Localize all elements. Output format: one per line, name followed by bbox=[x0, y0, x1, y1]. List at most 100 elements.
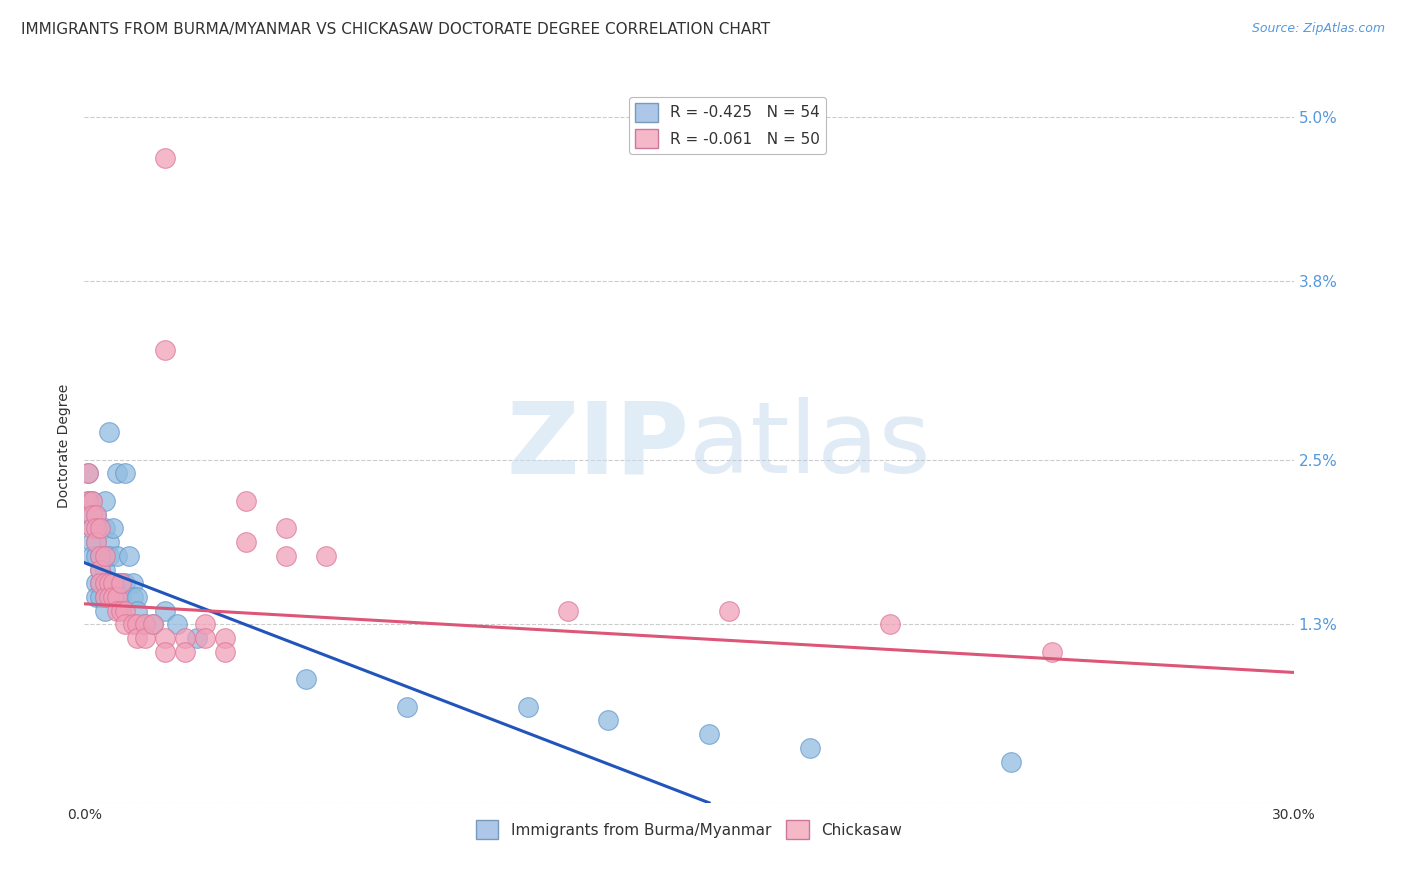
Point bbox=[93, 521, 115, 535]
Point bbox=[97, 425, 120, 440]
Point bbox=[121, 576, 143, 591]
Point bbox=[77, 467, 100, 481]
Text: atlas: atlas bbox=[689, 398, 931, 494]
Point bbox=[97, 590, 120, 604]
Point bbox=[274, 549, 297, 563]
Point bbox=[93, 590, 115, 604]
Point bbox=[125, 631, 148, 645]
Point bbox=[114, 604, 136, 618]
Point bbox=[77, 494, 100, 508]
Point bbox=[194, 631, 217, 645]
Point bbox=[101, 576, 124, 591]
Point bbox=[82, 508, 104, 522]
Point bbox=[101, 590, 124, 604]
Point bbox=[89, 562, 111, 576]
Point bbox=[86, 508, 108, 522]
Point bbox=[82, 549, 104, 563]
Point bbox=[105, 549, 128, 563]
Point bbox=[93, 562, 115, 576]
Point bbox=[121, 617, 143, 632]
Point bbox=[166, 617, 188, 632]
Point bbox=[89, 576, 111, 591]
Point bbox=[110, 576, 132, 591]
Point bbox=[114, 467, 136, 481]
Point bbox=[105, 590, 128, 604]
Text: ZIP: ZIP bbox=[506, 398, 689, 494]
Point bbox=[557, 604, 579, 618]
Point bbox=[274, 521, 297, 535]
Point bbox=[97, 549, 120, 563]
Point bbox=[134, 631, 156, 645]
Point bbox=[125, 617, 148, 632]
Point bbox=[235, 535, 257, 549]
Point bbox=[110, 604, 132, 618]
Point bbox=[697, 727, 720, 741]
Point bbox=[82, 535, 104, 549]
Point bbox=[93, 549, 115, 563]
Point bbox=[598, 714, 620, 728]
Point bbox=[110, 590, 132, 604]
Point bbox=[89, 562, 111, 576]
Point bbox=[77, 467, 100, 481]
Point bbox=[89, 521, 111, 535]
Point bbox=[235, 494, 257, 508]
Point bbox=[82, 494, 104, 508]
Point bbox=[174, 645, 197, 659]
Point bbox=[86, 576, 108, 591]
Point bbox=[1000, 755, 1022, 769]
Point bbox=[93, 549, 115, 563]
Point bbox=[153, 631, 176, 645]
Point bbox=[214, 645, 236, 659]
Point bbox=[110, 576, 132, 591]
Point bbox=[89, 590, 111, 604]
Point bbox=[93, 494, 115, 508]
Point bbox=[134, 617, 156, 632]
Point bbox=[153, 604, 176, 618]
Point bbox=[93, 590, 115, 604]
Point bbox=[105, 467, 128, 481]
Point bbox=[1040, 645, 1063, 659]
Point bbox=[101, 576, 124, 591]
Point bbox=[86, 508, 108, 522]
Point bbox=[86, 535, 108, 549]
Legend: Immigrants from Burma/Myanmar, Chickasaw: Immigrants from Burma/Myanmar, Chickasaw bbox=[470, 814, 908, 845]
Point bbox=[799, 740, 821, 755]
Point bbox=[718, 604, 741, 618]
Point bbox=[101, 521, 124, 535]
Point bbox=[101, 590, 124, 604]
Point bbox=[186, 631, 208, 645]
Point bbox=[142, 617, 165, 632]
Y-axis label: Doctorate Degree: Doctorate Degree bbox=[58, 384, 72, 508]
Point bbox=[82, 494, 104, 508]
Point bbox=[118, 549, 141, 563]
Point bbox=[89, 549, 111, 563]
Point bbox=[82, 521, 104, 535]
Point bbox=[97, 576, 120, 591]
Point bbox=[89, 549, 111, 563]
Point bbox=[86, 590, 108, 604]
Point bbox=[125, 604, 148, 618]
Point bbox=[142, 617, 165, 632]
Text: Source: ZipAtlas.com: Source: ZipAtlas.com bbox=[1251, 22, 1385, 36]
Point bbox=[97, 535, 120, 549]
Point bbox=[174, 631, 197, 645]
Point bbox=[77, 508, 100, 522]
Point bbox=[125, 590, 148, 604]
Point bbox=[121, 590, 143, 604]
Point bbox=[395, 699, 418, 714]
Point bbox=[82, 521, 104, 535]
Point bbox=[86, 521, 108, 535]
Point bbox=[93, 576, 115, 591]
Point bbox=[105, 576, 128, 591]
Point bbox=[194, 617, 217, 632]
Point bbox=[315, 549, 337, 563]
Point bbox=[879, 617, 901, 632]
Point bbox=[77, 494, 100, 508]
Point bbox=[86, 535, 108, 549]
Point bbox=[114, 617, 136, 632]
Point bbox=[86, 549, 108, 563]
Point bbox=[214, 631, 236, 645]
Point bbox=[89, 576, 111, 591]
Point bbox=[134, 617, 156, 632]
Point bbox=[153, 343, 176, 357]
